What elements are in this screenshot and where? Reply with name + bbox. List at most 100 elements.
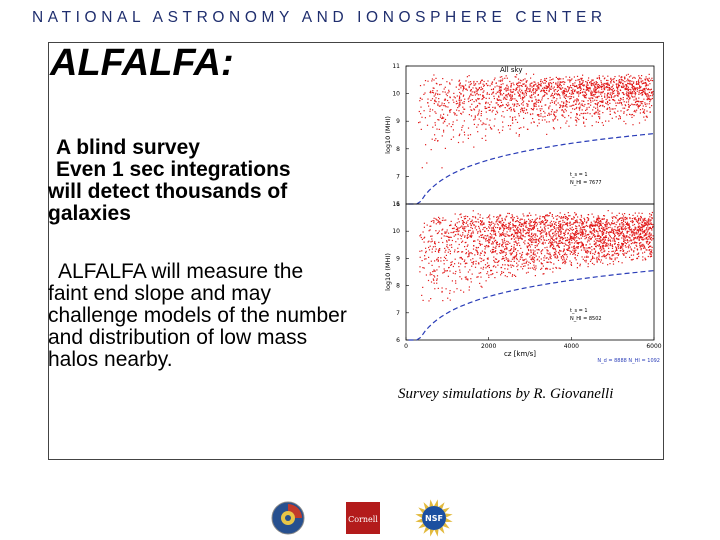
scatter-point — [649, 223, 651, 226]
scatter-point — [434, 260, 436, 262]
scatter-point — [541, 105, 543, 107]
scatter-point — [622, 218, 624, 220]
scatter-point — [626, 85, 628, 87]
scatter-point — [513, 234, 515, 236]
scatter-point — [561, 259, 564, 261]
scatter-point — [499, 215, 501, 217]
scatter-point — [596, 104, 599, 106]
scatter-point — [553, 90, 555, 92]
scatter-point — [466, 278, 468, 280]
scatter-point — [557, 81, 559, 83]
scatter-point — [626, 94, 628, 97]
scatter-point — [486, 240, 488, 242]
scatter-point — [484, 248, 486, 250]
scatter-point — [484, 245, 486, 247]
scatter-point — [538, 119, 540, 121]
scatter-point — [531, 221, 533, 223]
scatter-point — [601, 226, 603, 228]
scatter-point — [629, 234, 631, 236]
scatter-point — [566, 244, 568, 246]
scatter-point — [516, 229, 518, 231]
scatter-point — [531, 97, 533, 99]
scatter-point — [650, 234, 652, 236]
scatter-point — [628, 99, 630, 101]
scatter-point — [592, 109, 594, 111]
scatter-point — [452, 232, 454, 234]
scatter-point — [471, 219, 473, 221]
scatter-point — [509, 252, 511, 254]
scatter-point — [646, 237, 648, 239]
scatter-point — [648, 242, 650, 244]
scatter-point — [530, 225, 532, 227]
scatter-point — [631, 239, 633, 241]
scatter-point — [563, 217, 565, 219]
scatter-point — [584, 125, 586, 127]
scatter-point — [638, 229, 640, 231]
scatter-point — [526, 247, 528, 249]
scatter-point — [565, 261, 567, 263]
scatter-point — [630, 259, 632, 261]
scatter-point — [527, 90, 529, 93]
scatter-point — [522, 228, 524, 230]
scatter-point — [474, 94, 476, 96]
scatter-point — [554, 223, 556, 225]
scatter-point — [477, 113, 480, 115]
scatter-point — [447, 297, 449, 299]
scatter-point — [519, 219, 521, 221]
scatter-point — [584, 220, 586, 222]
scatter-point — [493, 256, 495, 258]
scatter-point — [636, 237, 638, 239]
scatter-point — [644, 234, 647, 236]
scatter-point — [591, 213, 593, 215]
scatter-point — [419, 100, 421, 102]
scatter-point — [583, 121, 585, 123]
scatter-point — [535, 267, 537, 269]
scatter-point — [472, 262, 474, 264]
scatter-point — [507, 222, 510, 224]
scatter-point — [509, 99, 511, 101]
scatter-point — [513, 265, 515, 267]
scatter-point — [530, 82, 532, 84]
scatter-point — [532, 258, 534, 260]
scatter-point — [543, 86, 545, 88]
scatter-point — [566, 228, 568, 230]
scatter-point — [589, 98, 591, 100]
scatter-point — [519, 231, 521, 233]
scatter-point — [621, 230, 623, 232]
scatter-point — [627, 78, 629, 80]
scatter-point — [627, 246, 629, 248]
scatter-point — [630, 114, 632, 116]
scatter-point — [533, 73, 535, 75]
scatter-point — [588, 87, 590, 89]
scatter-point — [452, 121, 454, 123]
scatter-point — [581, 234, 584, 236]
scatter-point — [475, 83, 477, 85]
scatter-point — [604, 96, 606, 98]
scatter-point — [504, 242, 506, 244]
scatter-point — [470, 221, 472, 223]
scatter-point — [588, 247, 590, 249]
scatter-point — [550, 111, 553, 113]
scatter-point — [419, 235, 421, 237]
scatter-point — [636, 257, 638, 260]
scatter-point — [635, 220, 638, 222]
bullet-integrations-line1: Even 1 sec integrations — [56, 158, 291, 181]
scatter-point — [492, 227, 494, 229]
scatter-point — [603, 254, 605, 256]
y-tick-label: 11 — [392, 201, 400, 208]
scatter-point — [627, 89, 629, 91]
scatter-point — [592, 83, 594, 85]
scatter-point — [525, 81, 527, 83]
scatter-point — [604, 237, 606, 239]
scatter-point — [556, 227, 558, 229]
scatter-point — [524, 265, 526, 267]
scatter-point — [636, 83, 638, 85]
scatter-point — [522, 268, 524, 270]
scatter-point — [444, 247, 446, 249]
scatter-point — [475, 249, 477, 251]
scatter-point — [571, 237, 573, 239]
scatter-point — [482, 236, 484, 239]
scatter-point — [647, 229, 649, 231]
scatter-point — [580, 226, 582, 228]
scatter-point — [628, 213, 630, 216]
